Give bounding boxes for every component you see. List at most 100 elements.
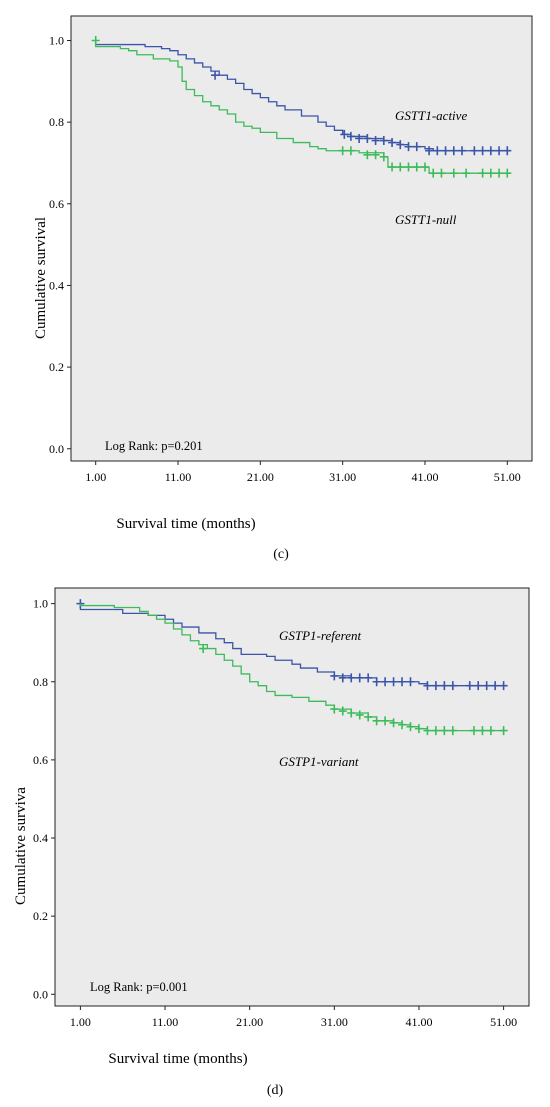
censor-mark-gstt1-null (478, 168, 487, 178)
censor-mark-gstt1-null (420, 162, 429, 172)
plot-area-d (54, 587, 530, 1007)
y-tick-label: 0.0 (49, 442, 64, 456)
censor-mark-gstt1-active (425, 146, 434, 156)
y-tick-label: 0.2 (33, 909, 48, 923)
y-tick-label: 0.8 (33, 675, 48, 689)
y-tick-label: 0.4 (49, 278, 64, 292)
censor-mark-gstt1-active (404, 142, 413, 152)
censor-mark-gstt1-active (470, 146, 479, 156)
censor-mark-gstp1-variant (469, 726, 478, 736)
x-tick-label: 41.00 (405, 1015, 432, 1029)
series-label-gstt1-null: GSTT1-null (395, 212, 457, 227)
censor-mark-gstp1-variant (406, 722, 415, 732)
censor-mark-gstp1-referent (381, 677, 390, 687)
censor-mark-gstp1-referent (347, 673, 356, 683)
censor-mark-gstp1-referent (76, 599, 85, 609)
censor-mark-gstt1-active (449, 146, 458, 156)
censor-mark-gstt1-active (340, 129, 349, 139)
censor-mark-gstp1-variant (364, 712, 373, 722)
y-axis-title-c: Cumulative survival (33, 217, 49, 339)
censor-mark-gstp1-variant (381, 716, 390, 726)
censor-mark-gstt1-active (355, 133, 364, 143)
x-tick-label: 31.00 (329, 470, 356, 484)
censor-mark-gstt1-null (388, 162, 397, 172)
censor-mark-gstt1-null (346, 146, 355, 156)
y-tick-label: 0.2 (49, 360, 64, 374)
censor-mark-gstt1-active (478, 146, 487, 156)
censor-mark-gstt1-active (441, 146, 450, 156)
censor-mark-gstt1-null (437, 168, 446, 178)
log-rank-annotation-d: Log Rank: p=0.001 (90, 980, 188, 994)
censor-mark-gstt1-null (363, 150, 372, 160)
y-tick-label: 1.0 (49, 33, 64, 47)
censor-mark-gstp1-variant (414, 724, 423, 734)
censor-mark-gstp1-variant (448, 726, 457, 736)
x-axis-title-d: Survival time (months) (108, 1051, 247, 1067)
censor-mark-gstp1-variant (431, 726, 440, 736)
series-label-gstp1-variant: GSTP1-variant (279, 754, 359, 769)
x-tick-label: 11.00 (152, 1015, 179, 1029)
panel-d: 0.0 0.2 0.4 0.6 0.8 1.0 1.00 11.00 21.00 31.00 41.… (13, 587, 530, 1098)
x-tick-label: 51.00 (494, 470, 521, 484)
censor-mark-gstt1-null (371, 150, 380, 160)
censor-mark-gstp1-variant (440, 726, 449, 736)
figure-caption-d: (d) (267, 1083, 284, 1098)
censor-mark-gstt1-active (363, 133, 372, 143)
y-tick-label: 0.4 (33, 831, 48, 845)
censor-mark-gstp1-variant (338, 706, 347, 716)
censor-mark-gstt1-active (371, 136, 380, 146)
censor-mark-gstt1-null (396, 162, 405, 172)
censor-mark-gstt1-null (404, 162, 413, 172)
x-tick-label: 41.00 (411, 470, 438, 484)
censor-mark-gstp1-referent (482, 681, 491, 691)
censor-mark-gstt1-active (486, 146, 495, 156)
censor-mark-gstt1-active (396, 140, 405, 150)
censor-mark-gstp1-variant (486, 726, 495, 736)
censor-mark-gstp1-variant (355, 710, 364, 720)
censor-mark-gstp1-referent (364, 673, 373, 683)
censor-mark-gstt1-active (379, 136, 388, 146)
censor-mark-gstt1-active (503, 146, 512, 156)
censor-mark-gstp1-variant (478, 726, 487, 736)
censor-mark-gstt1-active (412, 142, 421, 152)
censor-mark-gstt1-null (449, 168, 458, 178)
censor-mark-gstt1-active (458, 146, 467, 156)
censor-mark-gstp1-variant (199, 644, 208, 654)
x-axis-title-c: Survival time (months) (116, 516, 255, 532)
censor-mark-gstt1-active (433, 146, 442, 156)
censor-mark-gstp1-referent (355, 673, 364, 683)
censor-mark-gstp1-referent (406, 677, 415, 687)
log-rank-annotation-c: Log Rank: p=0.201 (105, 439, 203, 453)
x-tick-label: 31.00 (321, 1015, 348, 1029)
x-tick-label: 1.00 (85, 470, 106, 484)
censor-mark-gstt1-null (495, 168, 504, 178)
censor-mark-gstt1-null (412, 162, 421, 172)
censor-mark-gstt1-active (495, 146, 504, 156)
censor-mark-gstp1-referent (389, 677, 398, 687)
series-label-gstp1-referent: GSTP1-referent (279, 628, 361, 643)
x-tick-label: 21.00 (247, 470, 274, 484)
plot-area-c (70, 15, 533, 462)
censor-mark-gstp1-referent (491, 681, 500, 691)
x-tick-label: 21.00 (236, 1015, 263, 1029)
censor-mark-gstt1-null (462, 168, 471, 178)
censor-mark-gstp1-referent (338, 673, 347, 683)
censor-mark-gstp1-referent (372, 677, 381, 687)
censor-mark-gstp1-variant (423, 726, 432, 736)
censor-mark-gstt1-null (379, 152, 388, 162)
censor-mark-gstt1-null (429, 168, 438, 178)
censor-mark-gstp1-referent (431, 681, 440, 691)
panel-c: 0.0 0.2 0.4 0.6 0.8 1.0 1.00 11.00 21.00 31.00 41.… (33, 15, 533, 562)
y-tick-label: 0.8 (49, 115, 64, 129)
censor-mark-gstp1-referent (499, 681, 508, 691)
survival-curve-gstt1-active (95, 40, 508, 152)
censor-mark-gstt1-active (388, 138, 397, 148)
figure-caption-c: (c) (273, 547, 289, 562)
censor-mark-gstp1-variant (398, 720, 407, 730)
x-tick-label: 11.00 (165, 470, 192, 484)
censor-mark-gstp1-variant (347, 708, 356, 718)
censor-mark-gstp1-referent (440, 681, 449, 691)
censor-mark-gstp1-variant (372, 716, 381, 726)
censor-mark-gstp1-referent (474, 681, 483, 691)
